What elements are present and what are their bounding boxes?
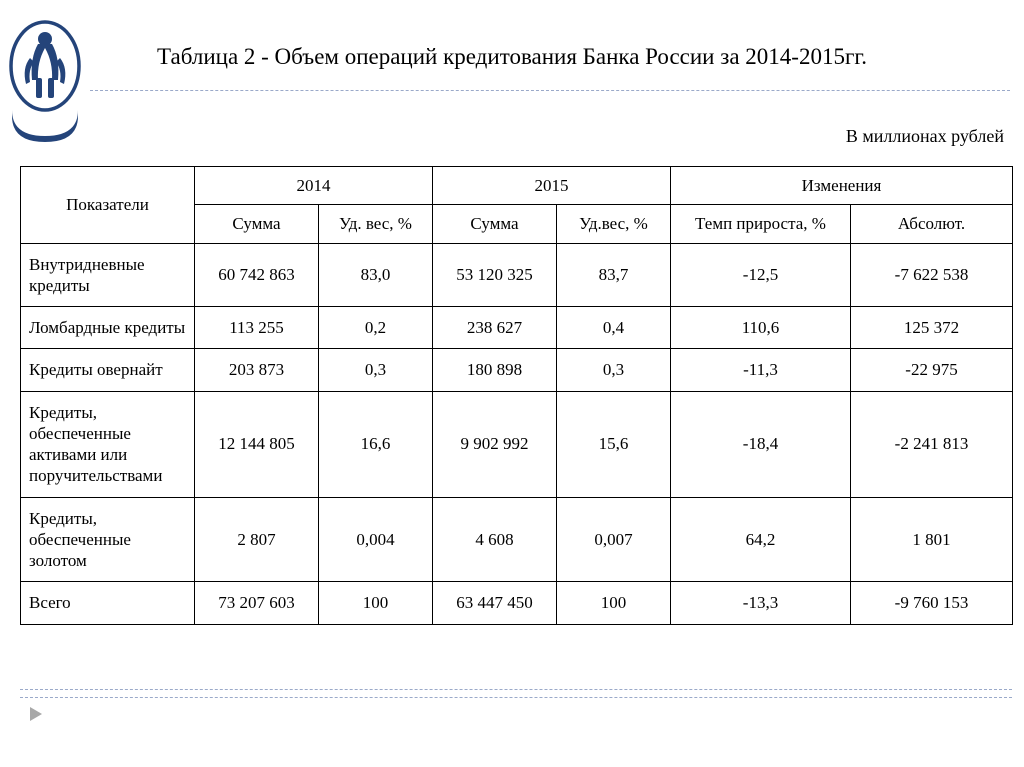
col-indicator: Показатели <box>21 167 195 244</box>
cell-udves2014: 16,6 <box>319 391 433 497</box>
vgues-logo: ВГУЭС <box>8 18 82 148</box>
col-udves-2015: Уд.вес, % <box>557 205 671 243</box>
cell-growth: 64,2 <box>671 497 851 582</box>
cell-udves2014: 83,0 <box>319 243 433 307</box>
footer-divider <box>20 697 1012 698</box>
col-sum-2015: Сумма <box>433 205 557 243</box>
cell-growth: -18,4 <box>671 391 851 497</box>
cell-udves2015: 100 <box>557 582 671 624</box>
cell-sum2014: 73 207 603 <box>195 582 319 624</box>
row-label: Всего <box>21 582 195 624</box>
cell-udves2014: 0,3 <box>319 349 433 391</box>
cell-sum2014: 2 807 <box>195 497 319 582</box>
table-row: Ломбардные кредиты 113 255 0,2 238 627 0… <box>21 307 1013 349</box>
table-row: Всего 73 207 603 100 63 447 450 100 -13,… <box>21 582 1013 624</box>
cell-sum2015: 63 447 450 <box>433 582 557 624</box>
col-udves-2014: Уд. вес, % <box>319 205 433 243</box>
col-group-changes: Изменения <box>671 167 1013 205</box>
col-sum-2014: Сумма <box>195 205 319 243</box>
cell-udves2015: 15,6 <box>557 391 671 497</box>
title-divider <box>90 90 1010 91</box>
cell-growth: -13,3 <box>671 582 851 624</box>
cell-absolute: -22 975 <box>851 349 1013 391</box>
credit-operations-table: Показатели 2014 2015 Изменения Сумма Уд.… <box>20 166 1013 625</box>
cell-sum2014: 60 742 863 <box>195 243 319 307</box>
table-row: Внутридневные кредиты 60 742 863 83,0 53… <box>21 243 1013 307</box>
row-label: Внутридневные кредиты <box>21 243 195 307</box>
cell-sum2015: 180 898 <box>433 349 557 391</box>
cell-udves2015: 0,4 <box>557 307 671 349</box>
col-absolute: Абсолют. <box>851 205 1013 243</box>
cell-absolute: -7 622 538 <box>851 243 1013 307</box>
col-group-2014: 2014 <box>195 167 433 205</box>
unit-note: В миллионах рублей <box>846 126 1004 147</box>
cell-udves2015: 0,3 <box>557 349 671 391</box>
row-label: Кредиты, обеспеченные золотом <box>21 497 195 582</box>
header-row-1: Показатели 2014 2015 Изменения <box>21 167 1013 205</box>
table-header: Показатели 2014 2015 Изменения Сумма Уд.… <box>21 167 1013 244</box>
table-title: Таблица 2 - Объем операций кредитования … <box>0 44 1024 70</box>
row-label: Кредиты, обеспеченные активами или поруч… <box>21 391 195 497</box>
cell-sum2015: 53 120 325 <box>433 243 557 307</box>
cell-absolute: -2 241 813 <box>851 391 1013 497</box>
table-row: Кредиты, обеспеченные золотом 2 807 0,00… <box>21 497 1013 582</box>
cell-absolute: 1 801 <box>851 497 1013 582</box>
cell-sum2015: 9 902 992 <box>433 391 557 497</box>
table-row: Кредиты овернайт 203 873 0,3 180 898 0,3… <box>21 349 1013 391</box>
row-label: Кредиты овернайт <box>21 349 195 391</box>
cell-sum2014: 203 873 <box>195 349 319 391</box>
cell-sum2014: 113 255 <box>195 307 319 349</box>
play-arrow-icon <box>28 705 46 728</box>
cell-sum2015: 4 608 <box>433 497 557 582</box>
cell-udves2014: 0,2 <box>319 307 433 349</box>
cell-udves2014: 100 <box>319 582 433 624</box>
cell-growth: 110,6 <box>671 307 851 349</box>
cell-sum2015: 238 627 <box>433 307 557 349</box>
cell-absolute: -9 760 153 <box>851 582 1013 624</box>
cell-udves2015: 0,007 <box>557 497 671 582</box>
col-growth: Темп прироста, % <box>671 205 851 243</box>
cell-udves2014: 0,004 <box>319 497 433 582</box>
row-label: Ломбардные кредиты <box>21 307 195 349</box>
cell-growth: -12,5 <box>671 243 851 307</box>
footer-divider <box>20 689 1012 690</box>
cell-udves2015: 83,7 <box>557 243 671 307</box>
logo-text: ВГУЭС <box>22 118 69 134</box>
data-table-container: Показатели 2014 2015 Изменения Сумма Уд.… <box>20 166 1012 625</box>
slide-page: ВГУЭС Таблица 2 - Объем операций кредито… <box>0 0 1024 767</box>
table-row: Кредиты, обеспеченные активами или поруч… <box>21 391 1013 497</box>
cell-sum2014: 12 144 805 <box>195 391 319 497</box>
cell-absolute: 125 372 <box>851 307 1013 349</box>
cell-growth: -11,3 <box>671 349 851 391</box>
col-group-2015: 2015 <box>433 167 671 205</box>
table-body: Внутридневные кредиты 60 742 863 83,0 53… <box>21 243 1013 624</box>
